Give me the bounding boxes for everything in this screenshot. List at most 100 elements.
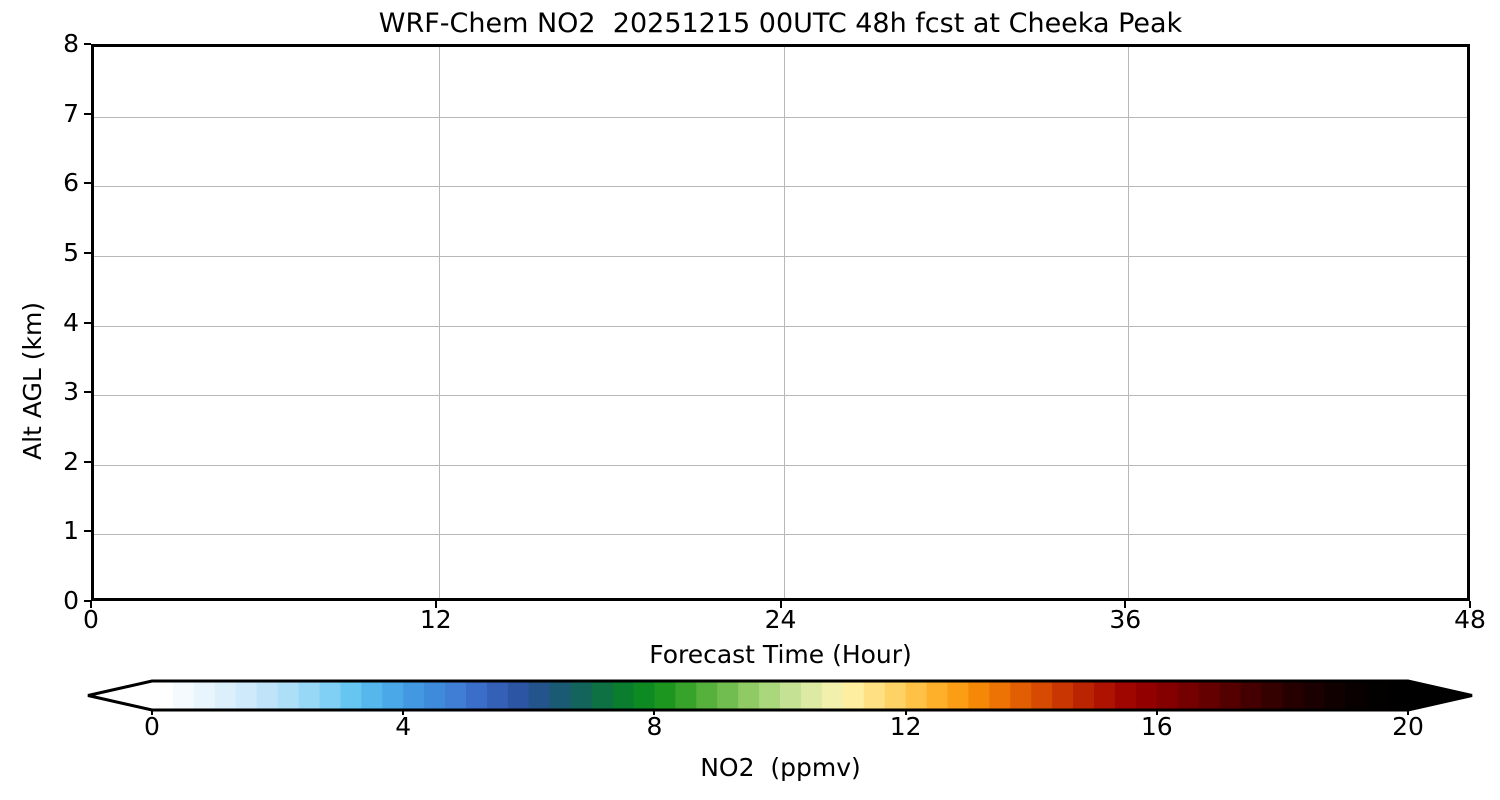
y-axis-tick-mark [84, 43, 91, 45]
colorbar-band [1010, 681, 1032, 710]
colorbar-band [445, 681, 467, 710]
colorbar-band [298, 681, 321, 710]
y-axis-tick-mark [84, 460, 91, 463]
colorbar-band [1345, 681, 1367, 710]
colorbar-band [800, 681, 823, 710]
colorbar-band [214, 681, 237, 710]
gridline-horizontal [94, 325, 1467, 327]
colorbar-band [549, 681, 572, 710]
colorbar-tick-label: 0 [144, 712, 160, 741]
x-axis-tick-mark [779, 601, 782, 608]
colorbar-band [717, 681, 739, 710]
y-axis-tick-label: 4 [63, 307, 79, 337]
colorbar-band [738, 681, 760, 710]
colorbar-band [382, 681, 404, 710]
colorbar-extend-max-arrow [1408, 681, 1472, 710]
colorbar-tick-mark [1407, 709, 1409, 715]
colorbar-tick-mark [402, 709, 405, 715]
colorbar-tick-label: 20 [1392, 712, 1424, 741]
colorbar-tick-mark [151, 709, 153, 715]
x-axis-label: Forecast Time (Hour) [649, 640, 912, 669]
plot-area[interactable] [91, 44, 1470, 601]
colorbar-band [1219, 681, 1242, 710]
y-axis-tick-mark [84, 391, 91, 394]
gridline-vertical [1128, 47, 1130, 598]
x-axis-tick-label: 12 [419, 605, 452, 634]
colorbar-band [1073, 681, 1095, 710]
colorbar-band [1261, 681, 1283, 710]
colorbar-band [1135, 681, 1158, 710]
y-axis-tick-label: 0 [63, 586, 79, 615]
colorbar-band [1031, 681, 1053, 710]
colorbar-outline [87, 679, 1473, 712]
gridline-vertical [783, 47, 785, 598]
colorbar-band [842, 681, 865, 710]
colorbar-band [528, 681, 551, 710]
y-axis-label: Alt AGL (km) [18, 301, 47, 460]
colorbar-band [863, 681, 886, 710]
plot-canvas [94, 47, 1467, 598]
colorbar-band [1303, 681, 1325, 710]
colorbar-label: NO2 (ppmv) [700, 753, 861, 782]
colorbar-band [1156, 681, 1179, 710]
y-axis-tick-label: 3 [63, 377, 79, 407]
x-axis-tick-mark [1469, 601, 1471, 608]
x-axis-tick-mark [1124, 601, 1127, 608]
colorbar-band [780, 681, 802, 710]
colorbar-band [319, 681, 341, 710]
y-axis-tick-mark [84, 112, 91, 115]
colorbar-band [1094, 681, 1116, 710]
colorbar-band [884, 681, 907, 710]
y-axis-tick-mark [84, 530, 91, 533]
colorbar-band [256, 681, 279, 710]
colorbar-band [947, 681, 969, 710]
colorbar-band [1198, 681, 1221, 710]
colorbar-band [612, 681, 635, 710]
colorbar-band [654, 681, 676, 710]
colorbar-tick-mark [1155, 709, 1158, 715]
colorbar-tick-label: 8 [646, 712, 663, 741]
colorbar-band [1282, 681, 1304, 710]
colorbar-band [1324, 681, 1346, 710]
colorbar-band [1240, 681, 1263, 710]
y-axis-tick-label: 1 [63, 516, 79, 546]
colorbar-band [486, 681, 509, 710]
colorbar-band [821, 681, 844, 710]
colorbar-band [403, 681, 425, 710]
colorbar-band [424, 681, 446, 710]
x-axis-tick-label: 48 [1454, 605, 1486, 634]
colorbar-band [989, 681, 1011, 710]
colorbar-tick-label: 16 [1140, 712, 1173, 741]
colorbar-band [340, 681, 362, 710]
page-title: WRF-Chem NO2 20251215 00UTC 48h fcst at … [378, 8, 1183, 39]
y-axis-tick-label: 8 [63, 29, 79, 58]
y-axis-tick-mark [84, 321, 91, 324]
colorbar-band [361, 681, 383, 710]
gridline-horizontal [94, 464, 1467, 466]
y-axis-tick-label: 6 [63, 168, 79, 198]
colorbar-band [1387, 681, 1409, 710]
colorbar-tick-mark [653, 709, 656, 715]
colorbar-band [570, 681, 593, 710]
colorbar-band [507, 681, 530, 710]
gridline-horizontal [94, 116, 1467, 118]
y-axis-tick-label: 7 [63, 98, 79, 128]
colorbar-tick-label: 4 [395, 712, 412, 741]
x-axis-tick-label: 0 [83, 605, 99, 634]
y-axis-tick-label: 2 [63, 446, 79, 476]
gridline-horizontal [94, 395, 1467, 397]
x-axis-tick-label: 24 [764, 605, 797, 634]
colorbar-band [591, 681, 614, 710]
colorbar-band [633, 681, 655, 710]
colorbar-band [968, 681, 990, 710]
colorbar-band [466, 681, 488, 710]
colorbar-band [1052, 681, 1074, 710]
x-axis-tick-mark [434, 601, 437, 608]
colorbar-tick-label: 12 [889, 712, 922, 741]
colorbar-band [1366, 681, 1388, 710]
y-axis-tick-mark [84, 182, 91, 185]
colorbar-band [193, 681, 216, 710]
colorbar-extend-min-arrow [88, 681, 152, 710]
y-axis-tick-label: 5 [63, 237, 79, 267]
